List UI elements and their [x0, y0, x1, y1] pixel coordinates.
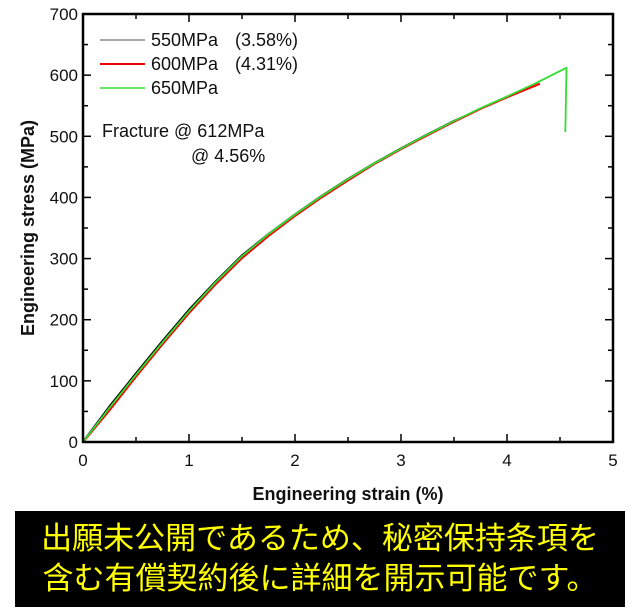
legend-item-550: 550MPa (3.58%): [100, 30, 298, 50]
y-tick-label: 700: [50, 5, 78, 24]
legend-note-550: (3.58%): [235, 30, 298, 50]
stress-strain-chart: 0 1 2 3 4 5 0 100 200 300 400 500 600 700 Engineerin…: [18, 5, 618, 504]
x-axis-ticks: 0 1 2 3 4 5: [78, 14, 618, 470]
curve-550MPa: [82, 116, 463, 443]
y-axis-ticks: 0 100 200 300 400 500 600 700: [50, 5, 613, 452]
x-tick-label: 2: [290, 451, 299, 470]
legend-label-650: 650MPa: [151, 78, 219, 98]
legend-item-600: 600MPa (4.31%): [100, 54, 298, 74]
y-tick-label: 500: [50, 127, 78, 146]
y-tick-label: 0: [69, 433, 78, 452]
legend-item-650: 650MPa: [100, 78, 219, 98]
confidentiality-banner: 出願未公開であるため、秘密保持条項を 含む有償契約後に詳細を開示可能です。: [15, 511, 625, 607]
x-tick-label: 0: [78, 451, 87, 470]
x-tick-label: 4: [502, 451, 511, 470]
y-tick-label: 100: [50, 372, 78, 391]
legend: 550MPa (3.58%) 600MPa (4.31%) 650MPa: [100, 30, 298, 98]
y-tick-label: 300: [50, 250, 78, 269]
banner-line-1: 出願未公開であるため、秘密保持条項を: [41, 521, 599, 557]
x-tick-label: 5: [608, 451, 617, 470]
y-tick-label: 400: [50, 188, 78, 207]
x-tick-label: 1: [184, 451, 193, 470]
banner-line-2: 含む有償契約後に詳細を開示可能です。: [42, 561, 598, 597]
legend-note-600: (4.31%): [235, 54, 298, 74]
legend-label-550: 550MPa: [151, 30, 219, 50]
y-tick-label: 600: [50, 66, 78, 85]
y-tick-label: 200: [50, 311, 78, 330]
curve-650MPa: [82, 66, 568, 443]
x-axis-title: Engineering strain (%): [252, 484, 443, 504]
x-tick-label: 3: [396, 451, 405, 470]
y-axis-title: Engineering stress (MPa): [18, 120, 38, 336]
fracture-annotation-line1: Fracture @ 612MPa: [102, 121, 265, 141]
legend-label-600: 600MPa: [151, 54, 219, 74]
fracture-annotation-line2: @ 4.56%: [191, 146, 265, 166]
data-curves: [82, 66, 568, 443]
